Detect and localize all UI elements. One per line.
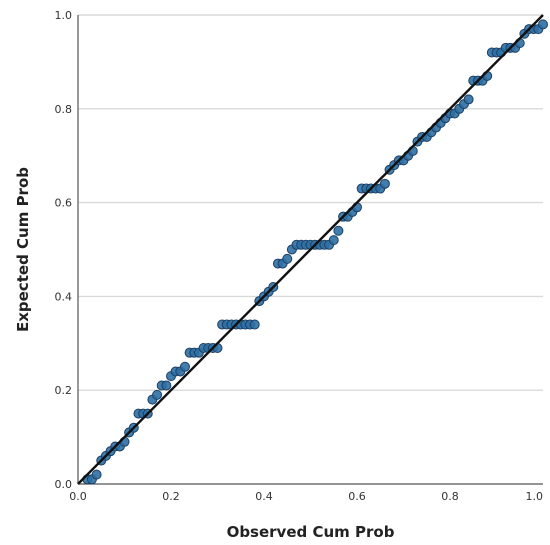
- data-point: [463, 94, 474, 105]
- data-point: [179, 361, 190, 372]
- x-tick-label: 0.0: [69, 490, 87, 503]
- data-point: [282, 253, 293, 264]
- gridlines: [78, 14, 543, 391]
- reference-line: [77, 14, 544, 485]
- x-tick-label: 1.0: [526, 490, 544, 503]
- y-tick-label: 0.2: [55, 384, 73, 397]
- data-point: [328, 235, 339, 246]
- y-tick-labels: 0.0 0.2 0.4 0.6 0.8 1.0: [55, 9, 73, 491]
- x-tick-label: 0.6: [348, 490, 366, 503]
- data-point: [538, 19, 548, 30]
- x-tick-label: 0.4: [255, 490, 273, 503]
- data-point: [91, 469, 102, 480]
- data-point: [379, 178, 390, 189]
- data-points: [82, 19, 548, 485]
- data-point: [249, 319, 260, 330]
- y-tick-label: 0.0: [55, 478, 73, 491]
- y-tick-label: 0.4: [55, 290, 73, 303]
- y-tick-label: 1.0: [55, 9, 73, 22]
- x-axis-title: Observed Cum Prob: [227, 523, 395, 541]
- y-tick-label: 0.8: [55, 103, 73, 116]
- x-tick-label: 0.2: [162, 490, 180, 503]
- x-tick-labels: 0.0 0.2 0.4 0.6 0.8 1.0: [69, 490, 543, 503]
- data-point: [333, 225, 344, 236]
- y-axis-title: Expected Cum Prob: [14, 167, 32, 332]
- y-tick-label: 0.6: [55, 197, 73, 210]
- data-point: [152, 389, 163, 400]
- axes: [77, 15, 543, 485]
- data-point: [161, 380, 172, 391]
- x-tick-label: 0.8: [441, 490, 459, 503]
